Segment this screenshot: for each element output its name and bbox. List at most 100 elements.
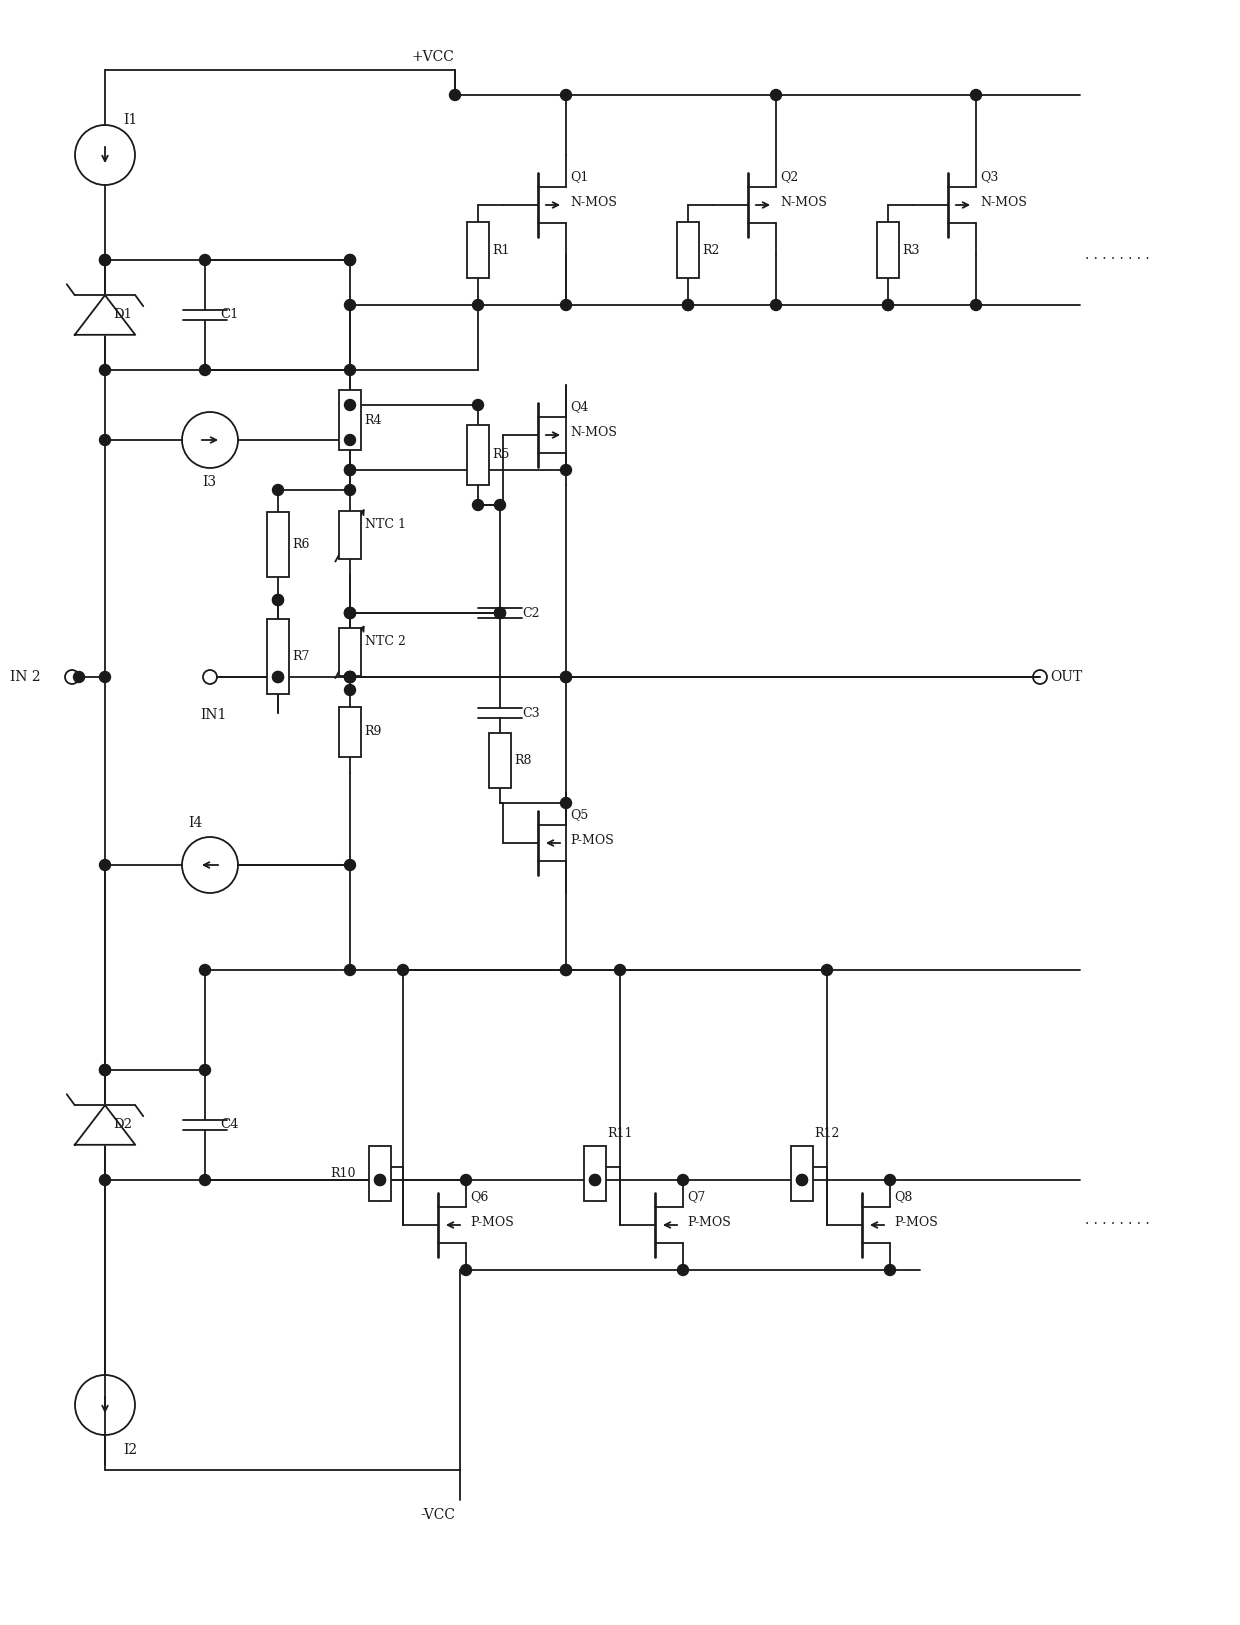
Text: N-MOS: N-MOS bbox=[570, 426, 616, 439]
Text: I1: I1 bbox=[123, 114, 138, 127]
Text: P-MOS: P-MOS bbox=[894, 1217, 937, 1230]
Circle shape bbox=[273, 595, 284, 606]
Circle shape bbox=[589, 1175, 600, 1186]
Circle shape bbox=[374, 1175, 386, 1186]
Circle shape bbox=[398, 965, 408, 975]
Circle shape bbox=[345, 255, 356, 265]
Text: Q8: Q8 bbox=[894, 1191, 913, 1204]
Text: . . . . . . . .: . . . . . . . . bbox=[1085, 1212, 1149, 1227]
Circle shape bbox=[472, 400, 484, 411]
Text: Q4: Q4 bbox=[570, 400, 588, 413]
Bar bbox=[467, 223, 489, 278]
Circle shape bbox=[615, 965, 625, 975]
Circle shape bbox=[971, 89, 982, 101]
Bar bbox=[267, 619, 289, 694]
Text: R7: R7 bbox=[291, 650, 309, 663]
Text: Q7: Q7 bbox=[687, 1191, 706, 1204]
Circle shape bbox=[345, 965, 356, 975]
Circle shape bbox=[345, 671, 356, 682]
Circle shape bbox=[770, 89, 781, 101]
Circle shape bbox=[560, 965, 572, 975]
Circle shape bbox=[200, 255, 211, 265]
Text: R11: R11 bbox=[608, 1128, 632, 1141]
Circle shape bbox=[99, 255, 110, 265]
Circle shape bbox=[884, 1264, 895, 1276]
Circle shape bbox=[460, 1175, 471, 1186]
Circle shape bbox=[73, 671, 84, 682]
Text: R2: R2 bbox=[702, 244, 719, 257]
Circle shape bbox=[345, 608, 356, 619]
Circle shape bbox=[472, 299, 484, 310]
Text: +VCC: +VCC bbox=[412, 50, 454, 63]
Bar bbox=[791, 1146, 813, 1201]
Circle shape bbox=[345, 671, 356, 682]
Circle shape bbox=[345, 434, 356, 445]
Circle shape bbox=[99, 1175, 110, 1186]
Circle shape bbox=[273, 484, 284, 496]
Bar bbox=[267, 512, 289, 577]
Circle shape bbox=[884, 1175, 895, 1186]
Circle shape bbox=[560, 89, 572, 101]
Circle shape bbox=[374, 1175, 386, 1186]
Circle shape bbox=[273, 595, 284, 606]
Text: Q3: Q3 bbox=[980, 171, 998, 184]
Bar bbox=[339, 707, 361, 757]
Polygon shape bbox=[74, 296, 135, 335]
Text: Q1: Q1 bbox=[570, 171, 588, 184]
Circle shape bbox=[560, 465, 572, 476]
Text: I4: I4 bbox=[188, 816, 202, 830]
Text: Q5: Q5 bbox=[570, 809, 588, 822]
Text: OUT: OUT bbox=[1050, 670, 1083, 684]
Circle shape bbox=[560, 965, 572, 975]
Circle shape bbox=[472, 499, 484, 510]
Text: Q2: Q2 bbox=[780, 171, 799, 184]
Text: R10: R10 bbox=[330, 1167, 356, 1180]
Circle shape bbox=[796, 1175, 807, 1186]
Circle shape bbox=[495, 608, 506, 619]
Circle shape bbox=[495, 608, 506, 619]
Circle shape bbox=[460, 1264, 471, 1276]
Text: R9: R9 bbox=[365, 725, 382, 738]
Text: D2: D2 bbox=[113, 1118, 131, 1131]
Circle shape bbox=[273, 671, 284, 682]
Bar bbox=[339, 510, 361, 559]
Text: C2: C2 bbox=[522, 606, 539, 619]
Circle shape bbox=[449, 89, 460, 101]
Text: IN1: IN1 bbox=[200, 708, 227, 722]
Circle shape bbox=[560, 671, 572, 682]
Circle shape bbox=[345, 255, 356, 265]
Text: R5: R5 bbox=[492, 449, 510, 462]
Circle shape bbox=[99, 1064, 110, 1076]
Circle shape bbox=[273, 671, 284, 682]
Circle shape bbox=[345, 608, 356, 619]
Text: R1: R1 bbox=[492, 244, 510, 257]
Bar bbox=[584, 1146, 606, 1201]
Text: I2: I2 bbox=[123, 1443, 138, 1458]
Circle shape bbox=[677, 1264, 688, 1276]
Circle shape bbox=[971, 299, 982, 310]
Text: R6: R6 bbox=[291, 538, 310, 551]
Circle shape bbox=[345, 860, 356, 871]
Circle shape bbox=[677, 1175, 688, 1186]
Circle shape bbox=[345, 684, 356, 696]
Circle shape bbox=[99, 860, 110, 871]
Circle shape bbox=[770, 299, 781, 310]
Text: IN 2: IN 2 bbox=[10, 670, 41, 684]
Circle shape bbox=[345, 465, 356, 476]
Text: N-MOS: N-MOS bbox=[570, 197, 616, 210]
Text: I3: I3 bbox=[202, 474, 216, 489]
Text: C4: C4 bbox=[219, 1118, 238, 1131]
Circle shape bbox=[99, 364, 110, 375]
Circle shape bbox=[821, 965, 832, 975]
Circle shape bbox=[99, 434, 110, 445]
Circle shape bbox=[200, 1175, 211, 1186]
Circle shape bbox=[99, 671, 110, 682]
Bar bbox=[877, 223, 899, 278]
Circle shape bbox=[99, 1064, 110, 1076]
Text: P-MOS: P-MOS bbox=[687, 1217, 730, 1230]
Circle shape bbox=[345, 608, 356, 619]
Circle shape bbox=[345, 671, 356, 682]
Circle shape bbox=[345, 400, 356, 411]
Circle shape bbox=[589, 1175, 600, 1186]
Circle shape bbox=[883, 299, 894, 310]
